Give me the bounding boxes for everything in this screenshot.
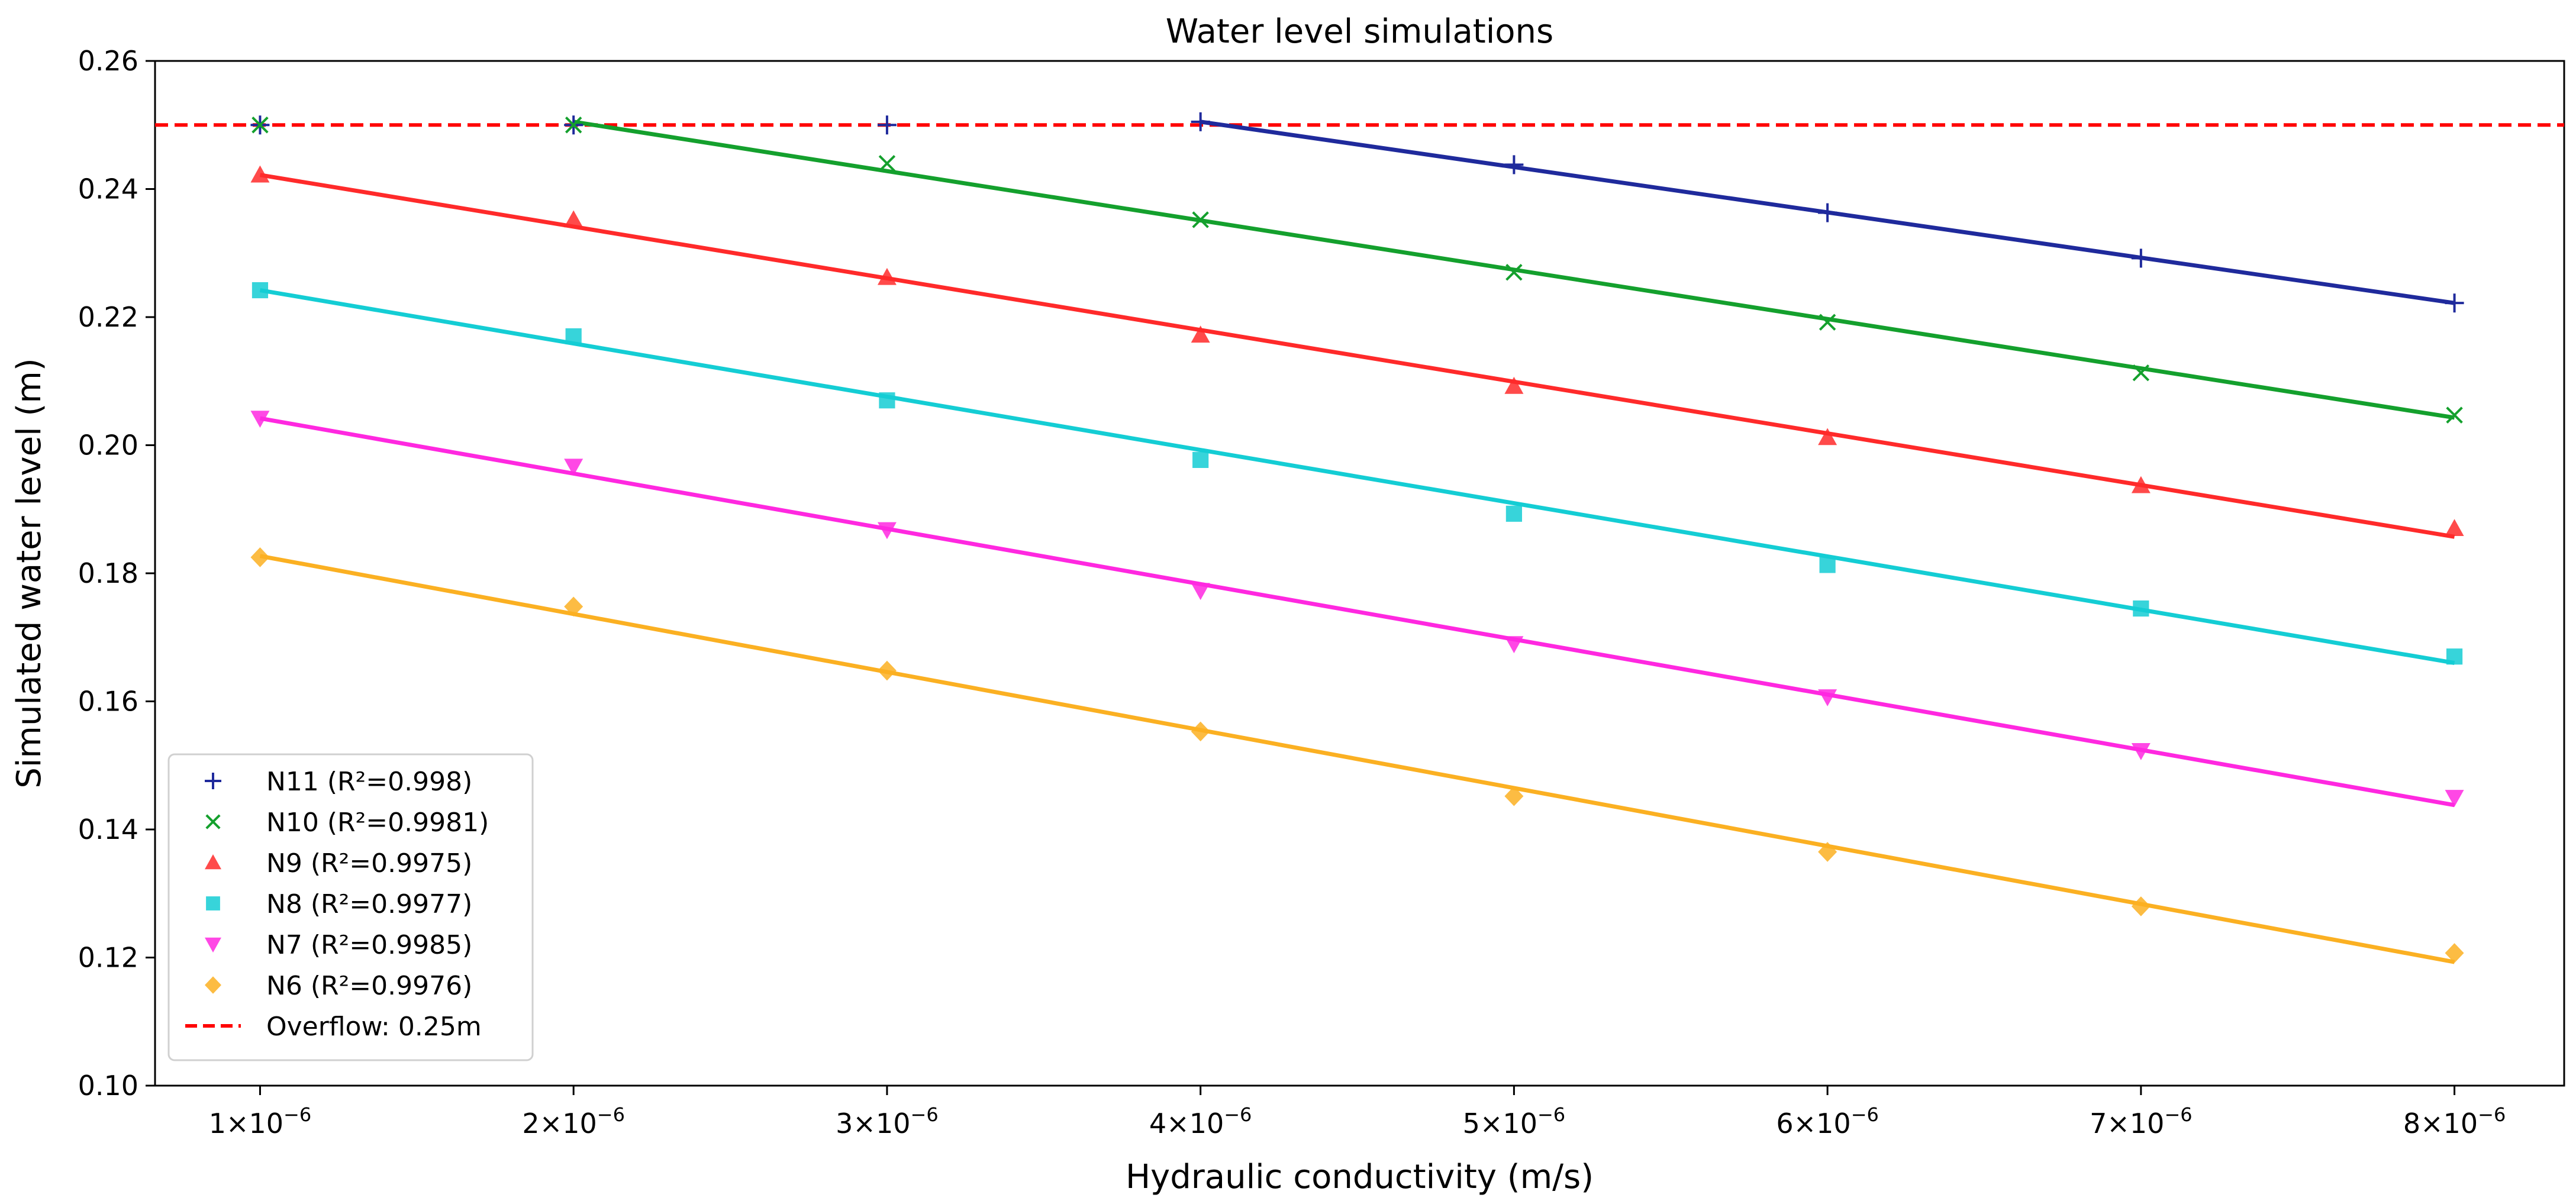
data-point-series-4 [1818, 689, 1837, 706]
data-point-series-5 [2131, 896, 2151, 916]
data-point-series-2 [1191, 325, 1210, 343]
data-point-series-1 [252, 117, 269, 134]
data-point-series-5 [1504, 786, 1524, 806]
y-tick-label: 0.24 [78, 173, 138, 205]
data-point-series-1 [565, 117, 582, 134]
data-point-series-4 [2131, 743, 2151, 760]
data-point-series-2 [877, 267, 897, 285]
legend-label: N7 (R²=0.9985) [266, 930, 472, 960]
y-tick-label: 0.26 [78, 45, 138, 77]
legend-marker [205, 937, 221, 953]
fit-line-series-4 [259, 416, 2455, 808]
data-point-series-1 [1192, 211, 1209, 228]
chart-title: Water level simulations [1166, 12, 1553, 51]
data-point-series-0 [2131, 248, 2151, 268]
x-tick-label: 6×10−6 [1776, 1103, 1879, 1139]
x-axis-label: Hydraulic conductivity (m/s) [1126, 1158, 1594, 1196]
fit-line-series-1 [573, 120, 2455, 420]
axes: 0.10 0.12 0.14 0.16 0.18 0.20 0.22 0.24 0.26 1×10… [78, 45, 2506, 1139]
x-tick-label: 4×10−6 [1149, 1103, 1252, 1139]
data-point-series-3 [2446, 648, 2463, 665]
data-point-series-0 [1191, 112, 1210, 131]
data-point-series-1 [1819, 314, 1836, 331]
x-tick-label: 2×10−6 [522, 1103, 625, 1139]
legend-label: N9 (R²=0.9975) [266, 848, 472, 879]
y-tick-label: 0.16 [78, 686, 138, 718]
data-point-series-3 [565, 328, 582, 345]
data-point-series-1 [1505, 264, 1523, 281]
data-point-series-1 [2446, 406, 2463, 424]
legend-marker [206, 896, 220, 911]
data-point-series-4 [1191, 583, 1210, 600]
data-point-series-5 [1191, 721, 1210, 742]
data-markers [250, 112, 2464, 963]
legend-marker [205, 854, 221, 870]
data-point-series-3 [2133, 600, 2149, 617]
x-tick-label: 7×10−6 [2090, 1103, 2193, 1139]
y-tick-label: 0.14 [78, 813, 138, 845]
data-point-series-1 [878, 154, 896, 172]
y-tick-label: 0.22 [78, 301, 138, 333]
x-tick-label: 8×10−6 [2403, 1103, 2506, 1139]
data-point-series-2 [250, 165, 270, 183]
data-point-series-2 [1504, 376, 1524, 394]
data-point-series-3 [1192, 451, 1209, 468]
legend-label-overflow: Overflow: 0.25m [266, 1012, 482, 1042]
data-point-series-0 [1504, 155, 1524, 175]
data-point-series-3 [1819, 557, 1836, 573]
fit-line-series-5 [259, 554, 2455, 964]
legend-marker [205, 773, 221, 789]
legend-marker [205, 976, 221, 994]
data-point-series-4 [1504, 636, 1524, 654]
legend: N11 (R²=0.998) N10 (R²=0.9981) N9 (R²=0.99… [167, 753, 534, 1061]
y-tick-label: 0.20 [78, 430, 138, 461]
data-point-series-3 [1505, 505, 1522, 522]
legend-label: N10 (R²=0.9981) [266, 808, 489, 838]
legend-label: N11 (R²=0.998) [266, 767, 472, 797]
data-point-series-5 [1818, 842, 1837, 862]
data-point-series-1 [2132, 364, 2150, 382]
data-point-series-0 [877, 115, 897, 135]
data-point-series-4 [564, 459, 583, 476]
data-point-series-5 [2445, 943, 2464, 963]
data-point-series-5 [564, 596, 583, 617]
data-point-series-3 [252, 282, 269, 299]
y-tick-label: 0.18 [78, 557, 138, 589]
fit-line-series-3 [259, 288, 2455, 666]
data-point-series-5 [877, 660, 897, 681]
y-tick-label: 0.10 [78, 1070, 138, 1102]
fit-line-series-2 [259, 173, 2455, 539]
y-tick-label: 0.12 [78, 942, 138, 974]
data-point-series-0 [1818, 203, 1837, 222]
data-point-series-0 [2445, 293, 2464, 313]
data-point-series-3 [879, 392, 895, 409]
data-point-series-2 [2445, 519, 2464, 537]
y-axis-label: Simulated water level (m) [10, 358, 49, 788]
x-tick-label: 1×10−6 [209, 1103, 312, 1139]
legend-box [167, 753, 534, 1061]
x-tick-label: 3×10−6 [836, 1103, 939, 1139]
data-point-series-2 [1818, 428, 1837, 445]
data-point-series-2 [2131, 476, 2151, 493]
legend-label: N8 (R²=0.9977) [266, 889, 472, 919]
legend-marker [205, 814, 221, 829]
data-point-series-4 [250, 411, 270, 428]
data-point-series-2 [564, 210, 583, 228]
data-point-series-5 [250, 547, 270, 567]
legend-label: N6 (R²=0.9976) [266, 971, 472, 1001]
data-point-series-4 [2445, 790, 2464, 807]
data-point-series-4 [877, 522, 897, 540]
x-tick-label: 5×10−6 [1463, 1103, 1566, 1139]
